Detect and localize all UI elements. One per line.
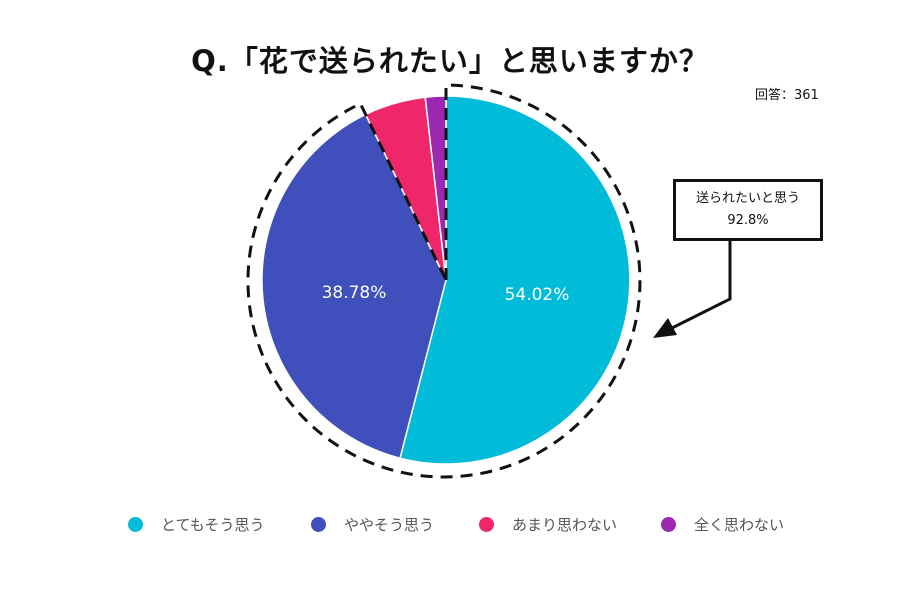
slice-label-38: 38.78%	[322, 283, 387, 303]
legend-label: 全く思わない	[694, 516, 785, 534]
legend: とてもそう思う ややそう思う あまり思わない 全く思わない	[0, 514, 900, 538]
legend-dot-icon	[661, 517, 676, 532]
legend-label: とてもそう思う	[161, 516, 265, 534]
callout-box: 送られたいと思う 92.8%	[673, 179, 823, 241]
legend-label: あまり思わない	[512, 516, 618, 534]
legend-dot-icon	[311, 517, 326, 532]
callout-arrow-line	[671, 241, 732, 330]
legend-item-yaya: ややそう思う	[311, 514, 434, 535]
slice-label-54: 54.02%	[505, 285, 570, 305]
group-dashed-outline	[246, 83, 642, 479]
legend-item-mattaku: 全く思わない	[661, 514, 784, 535]
respondent-count: 回答：361	[755, 88, 819, 103]
legend-dot-icon	[128, 517, 143, 532]
slice-yaya-sou-omou	[261, 113, 447, 460]
callout-value: 92.8%	[727, 213, 769, 228]
arrow-head-icon	[653, 318, 677, 338]
slice-totemo-sou-omou	[399, 95, 631, 465]
legend-dot-icon	[479, 517, 494, 532]
chart-title: Q.「花で送られたい」と思いますか？	[191, 44, 709, 78]
legend-label: ややそう思う	[344, 516, 435, 534]
legend-item-totemo: とてもそう思う	[128, 514, 265, 535]
callout-label: 送られたいと思う	[695, 191, 800, 206]
legend-item-amari: あまり思わない	[479, 514, 617, 535]
